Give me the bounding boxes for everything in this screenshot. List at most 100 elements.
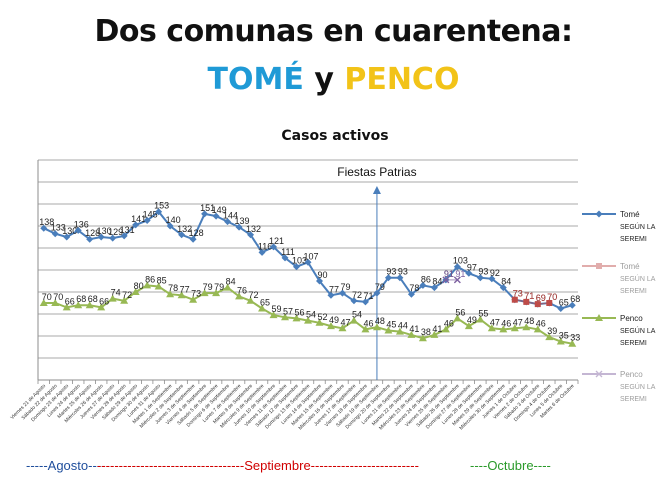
legend-item: Tomé SEGÚN LA SEREMI: [582, 210, 656, 243]
data-label: 68: [76, 294, 86, 304]
data-point: [177, 291, 186, 299]
data-label: 86: [145, 274, 155, 284]
data-label: 46: [363, 318, 373, 328]
data-label: 54: [306, 310, 316, 320]
data-point: [499, 325, 508, 333]
legend-label: Tomé: [620, 262, 640, 271]
data-label: 141: [131, 214, 146, 224]
data-label: 71: [524, 291, 534, 301]
data-point: [395, 327, 404, 335]
data-point: [407, 330, 416, 338]
data-label: 71: [363, 291, 373, 301]
data-label: 80: [134, 281, 144, 291]
data-point: [556, 337, 565, 345]
legend-item: Tomé SEGÚN LA SEREMI: [582, 262, 656, 295]
legend-label: SEREMI: [620, 396, 647, 403]
data-label: 46: [501, 318, 511, 328]
data-label: 70: [547, 292, 557, 302]
data-point: [349, 316, 358, 324]
data-point: [86, 235, 94, 243]
data-point: [350, 297, 358, 305]
data-point: [326, 322, 335, 330]
data-label: 46: [536, 318, 546, 328]
data-point: [166, 222, 174, 230]
data-label: 93: [478, 267, 488, 277]
series-line: [514, 299, 550, 305]
data-point: [270, 243, 278, 251]
data-label: 78: [168, 283, 178, 293]
data-point: [166, 290, 175, 298]
data-point: [258, 248, 266, 256]
data-point: [74, 301, 83, 309]
data-label: 49: [329, 315, 339, 325]
data-point: [327, 291, 335, 299]
data-label: 77: [329, 284, 339, 294]
data-label: 128: [189, 228, 204, 238]
data-point: [533, 325, 542, 333]
data-point: [338, 289, 346, 297]
series-group: 1381331301361281301291311411451531401321…: [39, 201, 580, 312]
data-point: [62, 303, 71, 311]
data-label: 79: [214, 282, 224, 292]
data-point: [557, 305, 565, 312]
data-label: 86: [421, 274, 431, 284]
data-point: [441, 325, 450, 333]
title-tome: TOMÉ: [207, 62, 304, 97]
legend-label: SEGÚN LA: [620, 382, 656, 391]
data-label: 84: [432, 277, 442, 287]
data-label: 97: [467, 262, 477, 272]
data-label: 103: [292, 256, 307, 266]
data-point: [430, 284, 438, 292]
data-point: [545, 333, 554, 341]
data-point: [511, 296, 518, 303]
page-title-line1: Dos comunas en cuarentena:: [94, 14, 573, 49]
annotation-label: Fiestas Patrias: [337, 165, 416, 179]
data-label: 149: [212, 205, 227, 215]
data-point: [304, 316, 312, 324]
data-point: [200, 289, 209, 297]
data-point: [464, 322, 473, 330]
data-label: 111: [281, 247, 295, 257]
data-label: 45: [386, 320, 396, 330]
data-label: 39: [547, 326, 557, 336]
data-label: 66: [65, 296, 75, 306]
data-label: 76: [237, 285, 247, 295]
legend-label: SEGÚN LA: [620, 326, 656, 335]
data-label: 116: [258, 241, 272, 251]
data-point: [568, 301, 576, 309]
data-label: 139: [235, 216, 250, 226]
data-label: 47: [340, 317, 350, 327]
fiestas-patrias-annotation: Fiestas Patrias: [337, 165, 417, 380]
data-label: 85: [157, 276, 167, 286]
data-label: 145: [143, 210, 158, 220]
data-label: 70: [42, 292, 52, 302]
data-label: 73: [191, 289, 201, 299]
data-label: 66: [99, 296, 109, 306]
data-point: [97, 233, 105, 241]
data-point: [189, 235, 197, 243]
data-point: [407, 290, 415, 298]
legend-label: SEGÚN LA: [620, 274, 656, 283]
data-point: [85, 301, 94, 309]
data-point: [510, 324, 519, 332]
data-point: [373, 289, 381, 297]
data-point: [51, 299, 60, 306]
data-label: 41: [432, 324, 442, 334]
data-point: [224, 218, 232, 226]
data-point: [372, 323, 381, 331]
data-point: [120, 296, 129, 304]
data-label: 92: [490, 268, 500, 278]
data-point: [63, 233, 71, 241]
data-point: [143, 281, 152, 289]
data-label: 131: [120, 225, 135, 235]
data-point: [40, 224, 48, 232]
data-label: 77: [180, 284, 190, 294]
legend-label: SEREMI: [620, 236, 647, 243]
data-point: [546, 300, 553, 306]
data-label: 48: [524, 316, 534, 326]
data-point: [292, 314, 301, 322]
legend-label: SEREMI: [620, 288, 647, 295]
data-point: [430, 330, 439, 338]
data-label: 57: [283, 306, 293, 316]
data-point: [568, 339, 577, 347]
